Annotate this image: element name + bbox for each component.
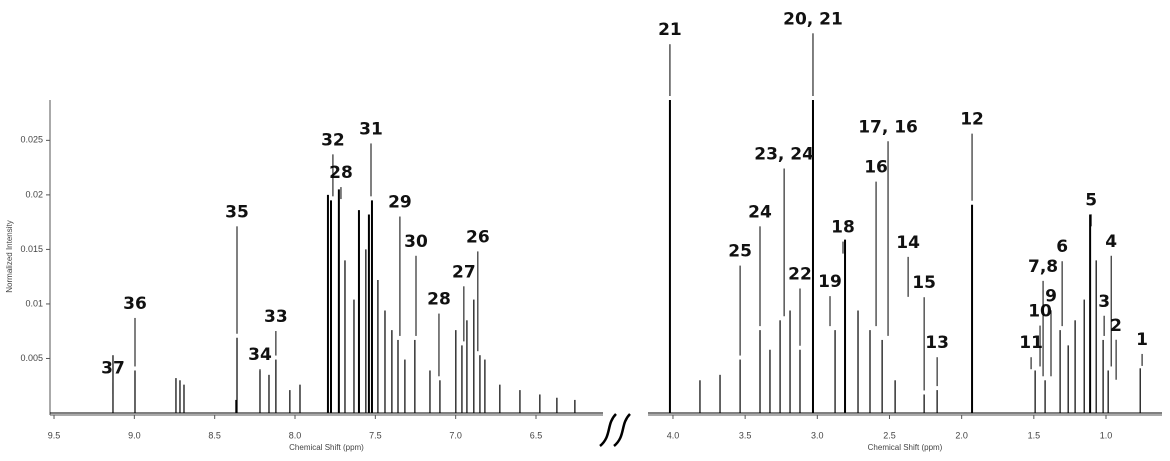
y-tick-label: 0.02	[25, 189, 43, 199]
peak-label: 4	[1105, 232, 1117, 252]
peak-label: 32	[321, 130, 345, 150]
peak-label: 33	[264, 307, 288, 327]
peak-label: 31	[359, 119, 383, 139]
break-mark	[613, 413, 631, 447]
y-tick-label: 0.015	[20, 244, 43, 254]
peak-label: 28	[427, 290, 451, 310]
x-tick-label: 9.5	[48, 430, 61, 440]
x-tick-label: 8.5	[208, 430, 221, 440]
peak-label: 22	[788, 264, 812, 284]
peak-label: 26	[466, 227, 490, 247]
peak-label: 29	[388, 193, 412, 213]
x-tick-label: 2.5	[883, 430, 896, 440]
peak-label: 21	[658, 20, 682, 40]
peak-label: 14	[896, 233, 920, 253]
y-tick-label: 0.005	[20, 353, 43, 363]
x-axis-label: Chemical Shift (ppm)	[289, 443, 364, 452]
break-mark	[599, 413, 617, 447]
peak-label: 11	[1019, 333, 1043, 353]
peak-label: 23, 24	[754, 145, 814, 165]
peak-label: 2	[1110, 316, 1122, 336]
x-tick-label: 9.0	[128, 430, 141, 440]
y-axis-label: Normalized Intensity	[5, 220, 14, 292]
peak-label: 20, 21	[783, 9, 843, 29]
peak-label: 27	[452, 262, 476, 282]
peak-label: 1	[1136, 330, 1148, 350]
peak-label: 5	[1085, 190, 1097, 210]
x-tick-label: 6.5	[530, 430, 543, 440]
peak-label: 19	[818, 272, 842, 292]
x-tick-label: 1.0	[1100, 430, 1113, 440]
peak-label: 36	[123, 294, 147, 314]
x-tick-label: 3.5	[739, 430, 752, 440]
peak-label: 3	[1098, 292, 1110, 312]
peak-label: 25	[728, 242, 752, 262]
peak-label: 15	[912, 273, 936, 293]
x-tick-label: 4.0	[667, 430, 680, 440]
peak-label: 6	[1056, 237, 1068, 257]
peak-label: 30	[404, 232, 428, 252]
peak-label: 16	[864, 158, 888, 178]
axis-break	[599, 413, 631, 447]
peak-label: 35	[225, 202, 249, 222]
peak-label: 34	[248, 345, 272, 365]
peak-label: 10	[1028, 302, 1052, 322]
peak-label: 37	[101, 358, 125, 378]
x-tick-label: 2.0	[955, 430, 968, 440]
peak-label: 13	[925, 333, 949, 353]
x-tick-label: 7.0	[449, 430, 462, 440]
peak-label: 12	[960, 110, 984, 130]
x-tick-label: 3.0	[811, 430, 824, 440]
peak-label: 7,8	[1028, 257, 1058, 277]
peak-label: 18	[831, 218, 855, 238]
x-axis-label: Chemical Shift (ppm)	[868, 443, 943, 452]
peak-label: 9	[1045, 286, 1057, 306]
y-tick-label: 0.025	[20, 135, 43, 145]
peak-label: 28	[329, 163, 353, 183]
y-tick-label: 0.01	[25, 298, 43, 308]
x-tick-label: 1.5	[1028, 430, 1041, 440]
peak-label: 17, 16	[858, 117, 918, 137]
peak-label: 24	[748, 202, 772, 222]
x-tick-label: 7.5	[369, 430, 382, 440]
x-tick-label: 8.0	[289, 430, 302, 440]
